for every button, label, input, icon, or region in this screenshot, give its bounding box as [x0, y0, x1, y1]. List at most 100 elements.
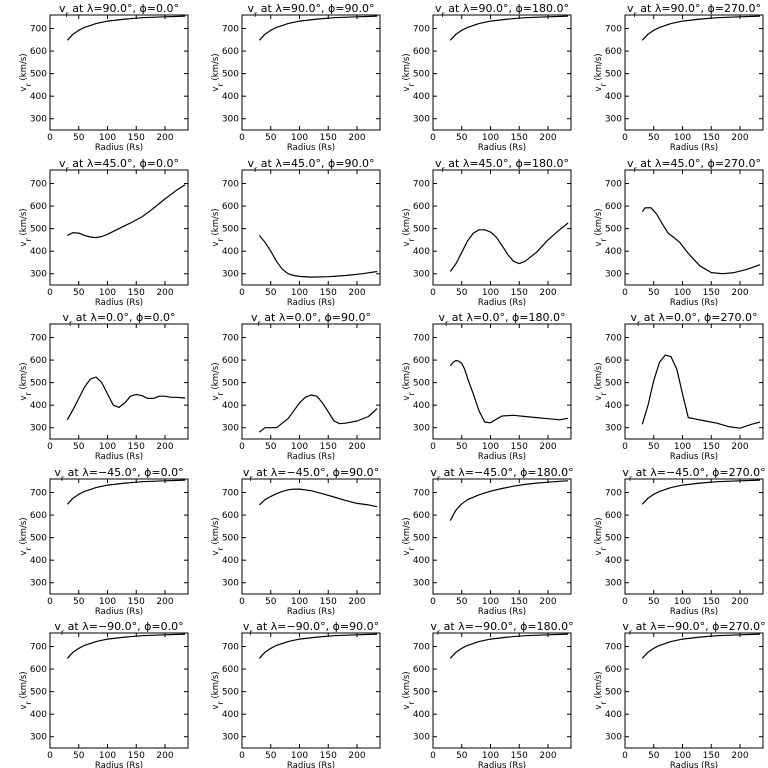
y-tick-label: 700: [605, 25, 622, 35]
x-axis-label: Radius (Rs): [287, 761, 335, 768]
y-axis-label: vr (km/s): [19, 53, 33, 91]
series-line: [641, 354, 761, 429]
x-tick-label: 200: [539, 442, 556, 452]
y-tick-label: 500: [30, 70, 47, 80]
series-line: [258, 15, 378, 41]
x-axis-label: Radius (Rs): [95, 143, 143, 153]
x-axis-label: Radius (Rs): [478, 452, 526, 462]
x-tick-label: 50: [648, 597, 660, 607]
x-tick-label: 150: [128, 133, 145, 143]
x-tick-label: 0: [430, 442, 436, 452]
x-tick-label: 100: [99, 442, 116, 452]
x-tick-label: 100: [99, 597, 116, 607]
y-tick-label: 500: [413, 379, 430, 389]
panel: vr at λ=90.0°, ϕ=0.0° 0 50 100 150 200 300 400 5…: [19, 2, 189, 153]
plot-frame: [624, 169, 764, 286]
y-tick-label: 700: [30, 180, 47, 190]
series-line: [641, 633, 761, 659]
x-tick-label: 100: [291, 442, 308, 452]
y-tick-label: 500: [30, 534, 47, 544]
x-axis-label: Radius (Rs): [287, 607, 335, 617]
plot-frame: [241, 323, 381, 440]
panel-title: vr at λ=−45.0°, ϕ=90.0°: [243, 466, 379, 483]
plot-frame: [49, 632, 189, 749]
series-line: [449, 359, 569, 424]
panel-title: vr at λ=90.0°, ϕ=270.0°: [627, 2, 761, 19]
x-tick-label: 200: [731, 442, 748, 452]
x-tick-label: 150: [703, 288, 720, 298]
panel: vr at λ=90.0°, ϕ=270.0° 0 50 100 150 200 300 40…: [594, 2, 764, 153]
plot-frame: [624, 14, 764, 131]
x-tick-label: 200: [156, 133, 173, 143]
y-tick-label: 600: [605, 356, 622, 366]
y-tick-label: 400: [222, 92, 239, 102]
x-tick-label: 150: [703, 133, 720, 143]
y-tick-label: 400: [605, 556, 622, 566]
y-tick-label: 300: [30, 270, 47, 280]
x-tick-label: 100: [291, 597, 308, 607]
x-tick-label: 100: [482, 751, 499, 761]
x-axis-label: Radius (Rs): [670, 761, 718, 768]
y-axis-label: vr (km/s): [402, 208, 416, 246]
x-tick-label: 200: [156, 751, 173, 761]
x-tick-label: 0: [622, 597, 628, 607]
y-tick-label: 700: [222, 489, 239, 499]
x-tick-label: 0: [47, 442, 53, 452]
panel-title: vr at λ=−45.0°, ϕ=270.0°: [622, 466, 765, 483]
series-line: [641, 15, 761, 41]
x-tick-label: 0: [622, 288, 628, 298]
x-tick-label: 200: [348, 442, 365, 452]
x-axis-label: Radius (Rs): [287, 452, 335, 462]
series-line: [449, 480, 569, 521]
series-line: [258, 633, 378, 659]
x-axis-label: Radius (Rs): [95, 607, 143, 617]
panel-title: vr at λ=−90.0°, ϕ=270.0°: [622, 620, 765, 637]
y-tick-label: 300: [30, 579, 47, 589]
y-tick-label: 400: [413, 710, 430, 720]
y-tick-label: 500: [222, 534, 239, 544]
y-tick-label: 700: [222, 180, 239, 190]
y-axis-label: vr (km/s): [402, 517, 416, 555]
x-tick-label: 0: [47, 133, 53, 143]
series-line: [449, 633, 569, 659]
y-tick-label: 400: [222, 247, 239, 257]
y-tick-label: 300: [605, 424, 622, 434]
panel-title: vr at λ=45.0°, ϕ=0.0°: [59, 157, 179, 174]
y-tick-label: 700: [30, 334, 47, 344]
y-tick-label: 400: [605, 247, 622, 257]
y-tick-label: 400: [30, 556, 47, 566]
y-tick-label: 700: [222, 643, 239, 653]
y-axis-label: vr (km/s): [594, 671, 608, 709]
x-tick-label: 100: [291, 133, 308, 143]
x-tick-label: 150: [511, 288, 528, 298]
x-tick-label: 50: [265, 597, 277, 607]
plot-frame: [241, 478, 381, 595]
x-tick-label: 50: [73, 442, 85, 452]
panel: vr at λ=0.0°, ϕ=0.0° 0 50 100 150 200 300 400 50…: [19, 311, 189, 462]
y-axis-label: vr (km/s): [211, 208, 225, 246]
x-tick-label: 0: [47, 288, 53, 298]
x-axis-label: Radius (Rs): [670, 607, 718, 617]
x-tick-label: 150: [703, 442, 720, 452]
panel-title: vr at λ=45.0°, ϕ=180.0°: [435, 157, 569, 174]
x-tick-label: 0: [430, 288, 436, 298]
x-tick-label: 50: [73, 597, 85, 607]
plot-frame: [241, 169, 381, 286]
y-tick-label: 400: [30, 92, 47, 102]
x-tick-label: 200: [731, 597, 748, 607]
x-axis-label: Radius (Rs): [670, 143, 718, 153]
x-tick-label: 50: [456, 133, 468, 143]
y-tick-label: 600: [605, 202, 622, 212]
series-line: [641, 479, 761, 505]
x-tick-label: 200: [731, 751, 748, 761]
x-tick-label: 200: [731, 288, 748, 298]
y-axis-label: vr (km/s): [211, 362, 225, 400]
y-tick-label: 600: [222, 511, 239, 521]
x-axis-label: Radius (Rs): [287, 143, 335, 153]
plot-frame: [49, 169, 189, 286]
x-axis-label: Radius (Rs): [287, 298, 335, 308]
y-axis-label: vr (km/s): [594, 362, 608, 400]
y-tick-label: 300: [605, 270, 622, 280]
y-tick-label: 600: [222, 202, 239, 212]
